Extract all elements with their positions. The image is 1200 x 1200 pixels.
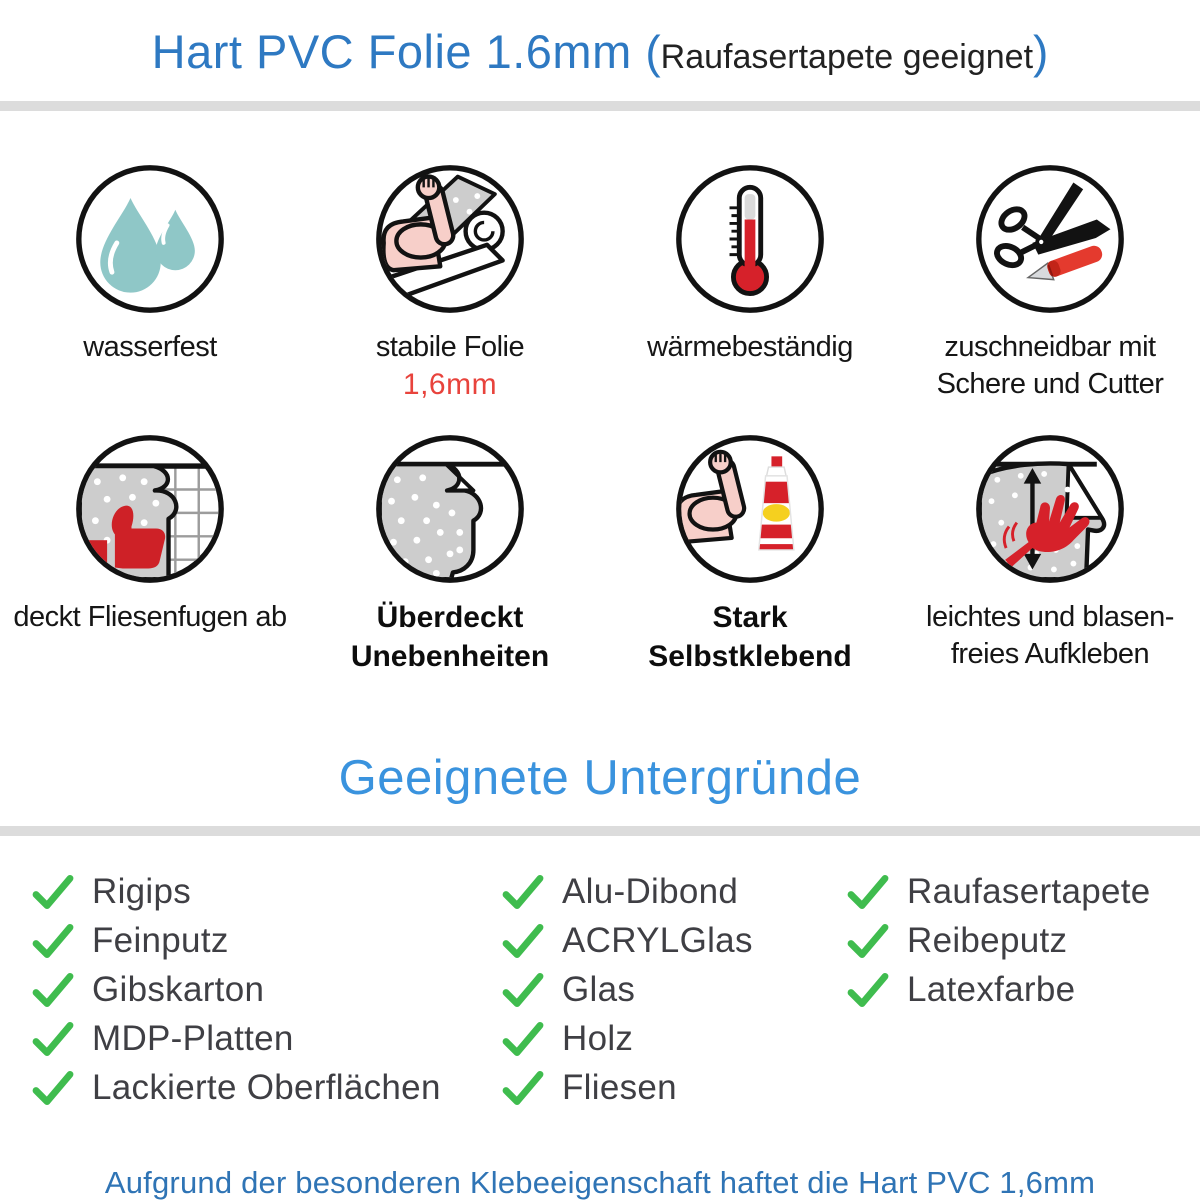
feature-covers-tile-joints: deckt Fliesenfugen ab [0,431,300,676]
feature-label: zuschneidbar mit Schere und Cutter [936,331,1164,401]
divider-bar-middle [0,826,1200,836]
scissors-cutter-icon [976,165,1124,313]
surface-label: Latexfarbe [907,970,1076,1009]
feature-cuttable: zuschneidbar mit Schere und Cutter [900,161,1200,403]
check-icon [847,924,889,958]
surface-label: Raufasertapete [907,872,1151,911]
feature-label: stabile Folie [375,331,525,363]
list-item: Rigips [30,872,500,912]
check-icon [32,1071,74,1105]
list-item: Glas [500,970,845,1010]
check-icon [502,1022,544,1056]
surface-label: Feinputz [92,921,229,960]
check-icon [847,875,889,909]
hand-press-icon [976,435,1124,584]
list-item: Lackierte Oberflächen [30,1068,500,1108]
surface-label: ACRYLGlas [562,921,753,960]
surface-label: Holz [562,1019,634,1058]
surface-label: Gibskarton [92,970,265,1009]
surfaces-checklist: Rigips Feinputz Gibskarton MDP-Platten L… [0,872,1200,1117]
surface-label: Alu-Dibond [562,872,739,911]
surfaces-column-1: Rigips Feinputz Gibskarton MDP-Platten L… [30,872,500,1117]
feature-label: leichtes und blasen- freies Aufkleben [926,601,1174,671]
adhesive-note-line-1: Aufgrund der besonderen Klebeeigenschaft… [104,1165,1096,1200]
muscle-foil-icon [376,165,524,313]
surfaces-heading: Geeignete Untergründe [338,751,862,805]
feature-sublabel: 1,6mm [402,368,498,402]
list-item: Raufasertapete [845,872,1200,912]
thumb-up-tiles-icon [76,435,224,584]
check-icon [32,1022,74,1056]
page-title: Hart PVC Folie 1.6mm [151,25,646,78]
foil-fold-icon [376,435,524,584]
feature-label: wärmebeständig [647,331,853,363]
surfaces-column-2: Alu-Dibond ACRYLGlas Glas Holz Fliesen [500,872,845,1117]
list-item: Feinputz [30,921,500,961]
surface-label: Glas [562,970,636,1009]
check-icon [32,875,74,909]
list-item: Latexfarbe [845,970,1200,1010]
feature-covers-unevenness: Überdeckt Unebenheiten [300,431,600,676]
list-item: MDP-Platten [30,1019,500,1059]
feature-label: Stark Selbstklebend [648,601,852,673]
check-icon [502,875,544,909]
list-item: Alu-Dibond [500,872,845,912]
check-icon [502,1071,544,1105]
page-subtitle: Raufasertapete geeignet [660,38,1034,76]
feature-grid: wasserfest stabile Folie [0,161,1200,676]
list-item: Gibskarton [30,970,500,1010]
list-item: ACRYLGlas [500,921,845,961]
surface-label: Reibeputz [907,921,1068,960]
list-item: Reibeputz [845,921,1200,961]
adhesive-note: Aufgrund der besonderen Klebeeigenschaft… [0,1161,1200,1200]
title-paren-open: ( [645,26,661,78]
check-icon [32,973,74,1007]
surface-label: Rigips [92,872,192,911]
feature-label: deckt Fliesenfugen ab [13,601,287,634]
water-drops-icon [76,165,224,313]
feature-label: wasserfest [83,331,217,363]
surface-label: Lackierte Oberflächen [92,1068,441,1107]
list-item: Holz [500,1019,845,1059]
check-icon [847,973,889,1007]
feature-bubble-free-application: leichtes und blasen- freies Aufkleben [900,431,1200,676]
check-icon [32,924,74,958]
feature-label: Überdeckt Unebenheiten [350,601,550,673]
check-icon [502,973,544,1007]
divider-bar-top [0,101,1200,111]
list-item: Fliesen [500,1068,845,1108]
title-paren-close: ) [1033,26,1049,78]
muscle-glue-icon [676,435,824,584]
feature-waterproof: wasserfest [0,161,300,403]
feature-heat-resistant: wärmebeständig [600,161,900,403]
page-header: Hart PVC Folie 1.6mm (Raufasertapete gee… [0,0,1200,79]
surface-label: Fliesen [562,1068,677,1107]
check-icon [502,924,544,958]
feature-stable-foil: stabile Folie 1,6mm [300,161,600,403]
thermometer-icon [676,165,824,313]
feature-self-adhesive: Stark Selbstklebend [600,431,900,676]
surfaces-column-3: Raufasertapete Reibeputz Latexfarbe [845,872,1200,1117]
surface-label: MDP-Platten [92,1019,294,1058]
